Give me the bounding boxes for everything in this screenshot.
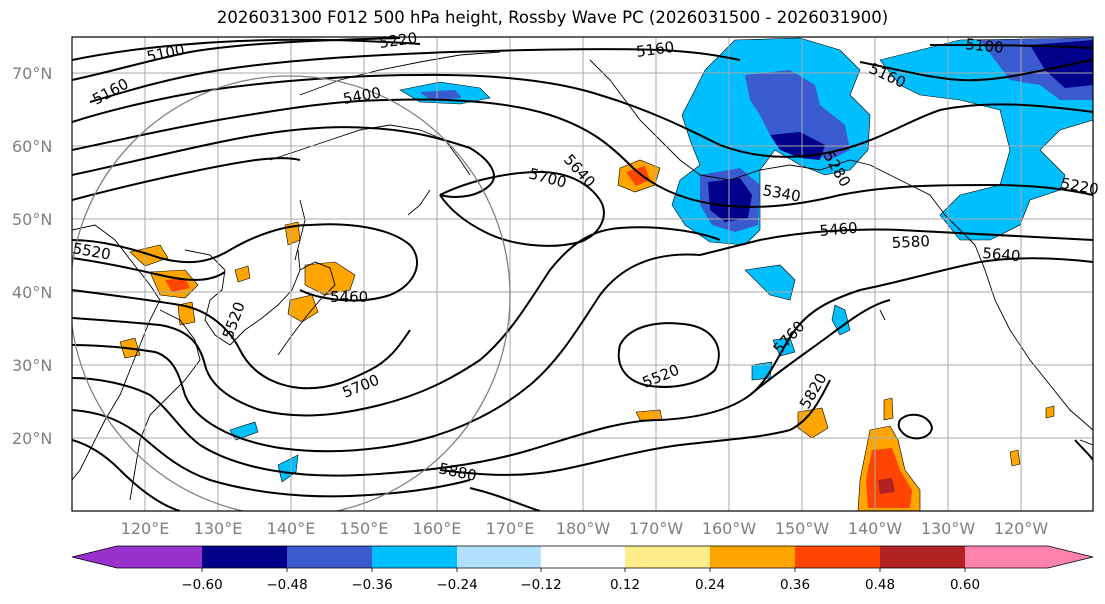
contour-label: 5460 — [330, 288, 368, 306]
colorbar-tick-label: −0.12 — [520, 577, 561, 593]
neg-region-canada-deep — [1030, 40, 1093, 88]
pos-region-korea-core — [165, 278, 190, 292]
neg-region-alaska-core — [745, 70, 850, 160]
lon-label: 140°W — [848, 519, 903, 538]
colorbar-tick-label: −0.60 — [181, 577, 222, 593]
neg-region-npac-1 — [744, 264, 796, 301]
neg-region-npac-2 — [831, 304, 851, 336]
colorbar-tick-label: 0.24 — [695, 577, 725, 593]
colorbar-segment — [202, 546, 287, 568]
pos-region-npac-c — [635, 409, 663, 421]
colorbar-segment — [72, 546, 117, 568]
neg-region-bering-core — [420, 90, 462, 100]
negative-anomaly-regions — [229, 37, 1093, 483]
lon-label: 170°W — [629, 519, 684, 538]
lon-label: 170°E — [486, 519, 535, 538]
lon-label: 120°E — [121, 519, 170, 538]
contour-label: 5460 — [819, 219, 859, 240]
pos-region-bristol-core — [626, 166, 650, 186]
lon-label: 130°E — [194, 519, 243, 538]
lon-label: 140°E — [267, 519, 316, 538]
pos-region-dot-2 — [883, 397, 894, 421]
pos-region-hokkaido — [304, 261, 356, 296]
colorbar-tick-label: 0.12 — [610, 577, 640, 593]
colorbar-segment — [625, 546, 710, 568]
height-contours — [72, 37, 1093, 511]
lon-label: 130°W — [921, 519, 976, 538]
lat-label: 70°N — [12, 64, 52, 83]
colorbar-tick-label: −0.48 — [266, 577, 307, 593]
contour-label: 5640 — [982, 244, 1022, 265]
map-title: 2026031300 F012 500 hPa height, Rossby W… — [216, 8, 889, 27]
pos-region-dot-4 — [234, 265, 251, 283]
colorbar-segment — [117, 546, 202, 568]
neg-region-gulf-deep — [708, 178, 752, 222]
contour-label: 5100 — [965, 35, 1005, 57]
colorbar-tick-label: −0.36 — [351, 577, 392, 593]
lat-label: 60°N — [12, 137, 52, 156]
colorbar-segment — [457, 546, 541, 568]
lat-label: 50°N — [12, 210, 52, 229]
lon-label: 160°W — [702, 519, 757, 538]
colorbar: −0.60 −0.48 −0.36 −0.24 −0.12 0.12 0.24 … — [71, 545, 1094, 593]
pos-region-dot-1 — [1009, 449, 1021, 467]
neg-region-canada — [879, 37, 1093, 241]
contour-label: 5580 — [891, 232, 930, 252]
colorbar-segment — [795, 546, 880, 568]
colorbar-segment — [372, 546, 457, 568]
pos-region-hawaii-core — [866, 448, 912, 508]
longitude-labels: 120°E 130°E 140°E 150°E 160°E 170°E 180°… — [121, 519, 1049, 538]
lat-label: 40°N — [12, 283, 52, 302]
colorbar-tick-label: −0.24 — [436, 577, 477, 593]
colorbar-tick-label: 0.60 — [950, 577, 980, 593]
contour-label: 5220 — [378, 29, 418, 52]
lat-label: 20°N — [12, 429, 52, 448]
colorbar-segment — [287, 546, 372, 568]
colorbar-segment — [880, 546, 965, 568]
lat-label: 30°N — [12, 356, 52, 375]
colorbar-segment — [541, 546, 625, 568]
map-frame — [71, 36, 1094, 512]
contour-label: 5160 — [635, 38, 675, 61]
rossby-wave-circle — [72, 75, 511, 511]
colorbar-tick-label: 0.48 — [865, 577, 895, 593]
lon-label: 160°E — [413, 519, 462, 538]
colorbar-segment — [710, 546, 795, 568]
positive-anomaly-regions — [119, 159, 1055, 511]
latitude-labels: 70°N 60°N 50°N 40°N 30°N 20°N — [12, 64, 52, 448]
graticule — [72, 37, 1093, 511]
colorbar-segment — [965, 546, 1048, 568]
pos-region-honshu — [287, 294, 319, 323]
pos-region-hawaii-deep — [878, 478, 895, 494]
colorbar-tick-label: 0.36 — [780, 577, 810, 593]
colorbar-segment — [1048, 546, 1093, 568]
lon-label: 150°E — [340, 519, 389, 538]
pos-region-dot-3 — [1045, 405, 1055, 419]
lon-label: 150°W — [775, 519, 830, 538]
lon-label: 180°W — [556, 519, 611, 538]
lon-label: 120°W — [994, 519, 1049, 538]
